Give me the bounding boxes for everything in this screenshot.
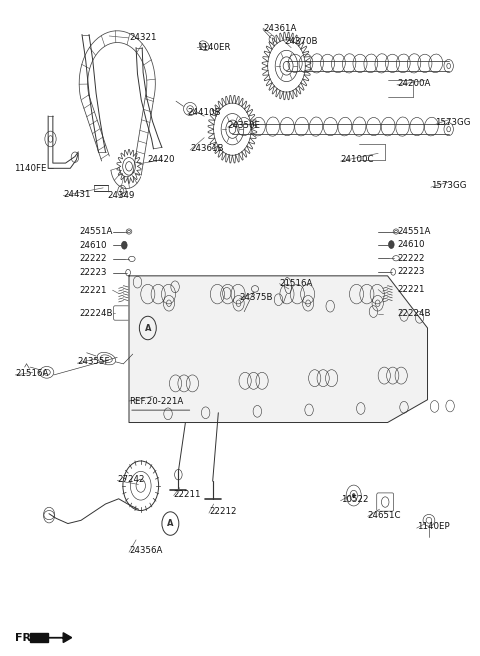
Text: 24321: 24321 <box>129 33 156 43</box>
Text: 24361A: 24361A <box>263 24 296 33</box>
Text: 21516A: 21516A <box>279 279 313 288</box>
Text: 22212: 22212 <box>209 507 237 516</box>
Text: 24431: 24431 <box>63 190 91 199</box>
Text: 24349: 24349 <box>108 191 135 200</box>
Text: 1140EP: 1140EP <box>417 522 449 531</box>
Text: 1573GG: 1573GG <box>431 182 466 190</box>
Text: 24200A: 24200A <box>397 79 431 88</box>
Text: 22224B: 22224B <box>397 309 431 318</box>
Text: 24370B: 24370B <box>284 37 318 46</box>
Text: 22223: 22223 <box>80 268 107 277</box>
Text: 24100C: 24100C <box>340 155 374 164</box>
Text: 22222: 22222 <box>80 255 107 264</box>
Text: 24551A: 24551A <box>397 227 431 236</box>
Text: 22211: 22211 <box>174 490 201 499</box>
Text: 22221: 22221 <box>80 286 107 295</box>
Text: 22224B: 22224B <box>80 308 113 318</box>
Text: A: A <box>167 519 174 528</box>
Text: 24551A: 24551A <box>80 227 113 236</box>
Text: 24420: 24420 <box>148 155 175 164</box>
Text: 24356A: 24356A <box>129 546 162 556</box>
Text: FR.: FR. <box>15 632 36 643</box>
Text: 1573GG: 1573GG <box>434 118 470 127</box>
Text: 24610: 24610 <box>397 240 424 249</box>
Text: 24355F: 24355F <box>77 358 110 367</box>
Text: 1140FE: 1140FE <box>14 164 47 173</box>
Circle shape <box>352 493 355 497</box>
Text: 21516A: 21516A <box>15 369 48 378</box>
Text: 24610: 24610 <box>80 241 107 250</box>
Text: A: A <box>144 323 151 333</box>
FancyArrow shape <box>37 633 72 642</box>
Text: 10522: 10522 <box>340 495 368 504</box>
FancyArrow shape <box>30 634 48 642</box>
Circle shape <box>388 241 394 249</box>
Text: 27242: 27242 <box>117 475 145 483</box>
Text: 24350E: 24350E <box>228 121 261 131</box>
Text: 22221: 22221 <box>397 285 424 294</box>
Text: 24410B: 24410B <box>188 108 221 117</box>
Polygon shape <box>129 276 428 422</box>
Text: 24651C: 24651C <box>368 510 401 520</box>
Text: 22222: 22222 <box>397 254 424 263</box>
Text: REF.20-221A: REF.20-221A <box>129 396 183 405</box>
Circle shape <box>121 241 127 249</box>
Text: 24375B: 24375B <box>240 293 273 302</box>
Text: 22223: 22223 <box>397 268 424 276</box>
Text: 1140ER: 1140ER <box>197 43 231 52</box>
Text: 24361B: 24361B <box>190 144 224 154</box>
